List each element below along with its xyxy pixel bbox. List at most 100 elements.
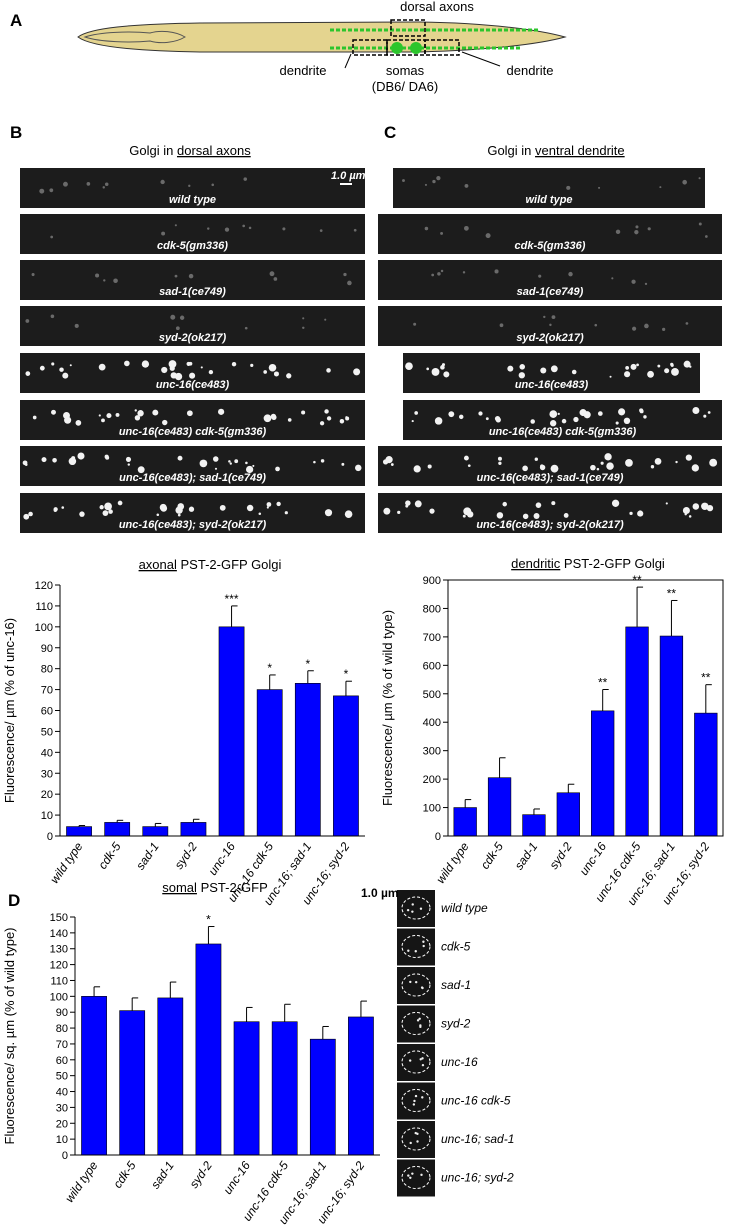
micrograph <box>378 446 722 486</box>
micrograph <box>397 1121 435 1158</box>
puncta <box>573 416 579 423</box>
micrograph <box>378 306 722 346</box>
y-tick-label: 10 <box>56 1134 68 1146</box>
puncta <box>63 411 70 419</box>
puncta <box>411 903 414 906</box>
puncta <box>416 1132 419 1136</box>
puncta <box>313 460 316 464</box>
puncta <box>434 417 443 425</box>
puncta <box>103 279 106 282</box>
bar <box>195 943 222 1156</box>
y-tick-label: 700 <box>423 632 441 644</box>
puncta <box>419 907 423 910</box>
micrograph <box>20 400 365 440</box>
puncta <box>550 365 558 373</box>
strip-label: unc-16(ce483) cdk-5(gm336) <box>489 426 637 438</box>
y-axis-label: Fluorescence/ sq. µm (% of wild type) <box>2 927 17 1144</box>
puncta <box>654 457 662 465</box>
puncta <box>397 510 401 514</box>
puncta <box>411 910 414 913</box>
y-tick-label: 100 <box>423 803 441 815</box>
puncta <box>664 368 670 374</box>
puncta <box>355 464 362 472</box>
y-tick-label: 20 <box>41 789 53 801</box>
y-tick-label: 0 <box>47 831 53 843</box>
puncta <box>440 365 445 370</box>
puncta <box>326 416 332 421</box>
puncta <box>412 1103 416 1106</box>
puncta <box>549 420 557 427</box>
title-part: PST-2-GFP Golgi <box>181 557 282 572</box>
puncta <box>246 465 254 474</box>
puncta <box>682 179 688 185</box>
puncta <box>50 314 55 319</box>
arrow <box>461 51 501 67</box>
y-tick-label: 0 <box>62 1150 68 1162</box>
puncta <box>284 511 288 515</box>
puncta <box>200 366 203 369</box>
puncta <box>682 506 690 515</box>
puncta <box>258 512 262 515</box>
puncta <box>464 184 469 188</box>
label: somas <box>386 63 425 78</box>
puncta <box>448 411 455 418</box>
puncta <box>590 464 596 471</box>
puncta <box>609 375 612 378</box>
label: dendrite <box>507 63 554 78</box>
puncta <box>137 466 145 474</box>
puncta <box>662 327 666 331</box>
puncta <box>414 1094 418 1098</box>
panel-title: Golgi in dorsal axons <box>129 143 251 158</box>
puncta <box>437 272 441 276</box>
puncta <box>231 361 237 367</box>
puncta <box>411 420 414 423</box>
chart-title: somal PST-2-GFP <box>162 880 268 895</box>
puncta <box>49 188 54 193</box>
puncta <box>188 273 194 279</box>
puncta <box>355 370 359 374</box>
puncta <box>69 364 72 367</box>
micrograph <box>397 890 435 927</box>
puncta <box>625 459 633 467</box>
y-tick-label: 100 <box>35 622 53 634</box>
puncta <box>644 282 648 286</box>
puncta <box>709 458 718 467</box>
dashed-box <box>390 19 426 37</box>
puncta <box>533 513 540 519</box>
puncta <box>170 372 177 379</box>
cell-label: syd-2 <box>441 1017 471 1031</box>
puncta <box>657 364 661 368</box>
puncta <box>436 176 441 181</box>
puncta <box>691 464 699 472</box>
bar <box>157 997 184 1156</box>
significance: * <box>206 913 211 927</box>
title-part: ventral dendrite <box>535 143 625 158</box>
puncta <box>409 1176 412 1179</box>
significance: ** <box>701 671 711 685</box>
x-tick-label: sad-1 <box>512 840 541 873</box>
puncta <box>650 465 655 469</box>
puncta <box>644 323 649 329</box>
bar <box>348 1016 374 1156</box>
bar <box>233 1021 260 1156</box>
puncta <box>385 456 393 464</box>
puncta <box>611 277 614 280</box>
cell-outline <box>401 935 431 958</box>
puncta <box>263 414 272 423</box>
puncta <box>540 367 547 374</box>
puncta <box>74 323 79 328</box>
micrograph <box>397 967 435 1004</box>
x-tick-label: unc-16 <box>577 839 610 877</box>
strip-label: unc-16(ce483); syd-2(ok217) <box>119 519 267 531</box>
x-tick-label: cdk-5 <box>478 839 506 871</box>
y-tick-label: 70 <box>56 1039 68 1051</box>
puncta <box>113 278 118 284</box>
panel-letter: B <box>10 123 22 142</box>
puncta <box>59 367 64 372</box>
puncta <box>414 980 418 984</box>
puncta <box>405 504 409 508</box>
x-tick-label: sad-1 <box>133 840 162 873</box>
puncta <box>566 185 571 190</box>
puncta <box>413 1099 416 1103</box>
puncta <box>698 177 701 180</box>
